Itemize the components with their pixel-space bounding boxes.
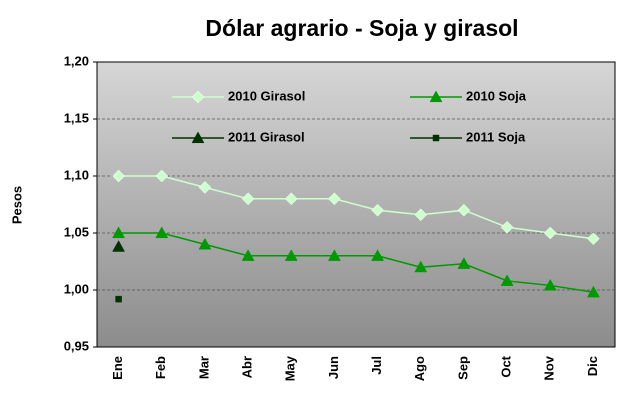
y-tick-label: 1,00 [64,281,89,296]
x-tick-label: Oct [499,355,514,377]
chart-title: Dólar agrario - Soja y girasol [205,15,518,41]
x-tick-label: Jun [326,356,341,379]
data-point [500,274,514,286]
data-point [500,220,514,234]
data-point [414,260,428,273]
x-tick-label: Ago [412,356,427,381]
x-tick-label: Nov [542,355,557,380]
data-point [155,226,169,239]
x-tick-label: Sep [455,356,470,380]
y-tick-label: 1,10 [64,167,89,182]
series-line [118,175,594,240]
x-tick-label: Feb [153,356,168,379]
data-point [241,192,255,206]
data-point [284,249,298,261]
data-point [155,169,169,183]
legend-label: 2011 Girasol [228,129,305,144]
data-point [328,192,341,206]
legend-marker [432,134,440,142]
legend-marker [191,90,205,104]
data-point [371,203,384,217]
data-point [543,278,557,291]
data-point [457,257,471,269]
y-tick-label: 1,15 [64,110,89,125]
y-tick-label: 1,05 [64,224,89,239]
data-point [587,232,600,246]
x-tick-label: Abr [240,356,255,378]
data-point [112,226,126,239]
data-point [284,192,298,206]
x-tick-label: Jul [369,356,384,375]
y-tick-label: 1,20 [64,53,89,68]
data-point [112,240,126,252]
data-point [457,203,471,217]
data-point [241,249,255,261]
legend-label: 2010 Girasol [228,88,305,103]
data-point [112,169,125,183]
x-tick-label: May [283,355,298,381]
x-tick-label: Ene [110,356,125,380]
data-point [586,285,600,298]
x-tick-label: Dic [585,356,600,376]
data-point [414,208,428,222]
data-point [198,181,212,194]
data-point [543,226,557,240]
data-point [371,249,385,261]
y-axis-label: Pesos [9,186,24,224]
x-tick-label: Mar [196,356,211,379]
legend-marker [429,90,443,103]
legend-marker [191,131,205,144]
series-line [118,232,594,294]
legend-label: 2011 Soja [466,129,526,144]
legend-label: 2010 Soja [466,88,527,103]
data-point [115,295,122,303]
data-point [327,249,341,261]
data-point [198,237,212,250]
y-tick-label: 0,95 [64,338,89,353]
